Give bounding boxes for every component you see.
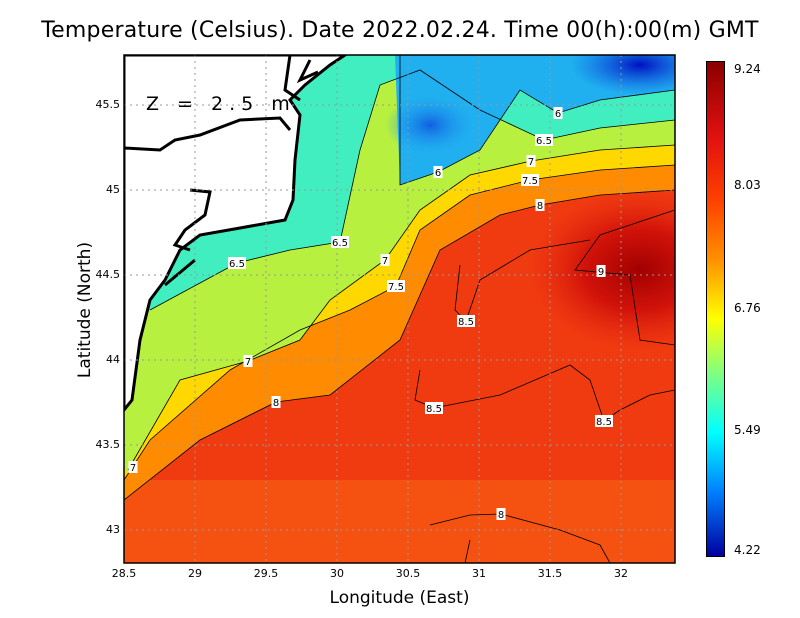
contour-label: 7	[528, 157, 534, 168]
contour-label: 6.5	[332, 238, 348, 249]
contour-label-bg	[243, 355, 253, 367]
x-tick: 31.5	[537, 567, 563, 580]
colorbar	[706, 61, 725, 557]
x-tick: 29.5	[253, 567, 279, 580]
colorbar-tick: 6.76	[734, 301, 761, 315]
contour-label-bg	[595, 415, 613, 427]
depth-label: Z = 2.5 m	[146, 93, 296, 115]
contour-label: 8.5	[596, 417, 612, 428]
contour-label-bg	[457, 315, 475, 327]
contour-label-bg	[526, 155, 536, 167]
contour-label-bg	[535, 134, 553, 146]
contour-label: 7.5	[388, 282, 404, 293]
y-tick: 45	[106, 183, 120, 196]
contour-label: 7	[382, 256, 388, 267]
contour-label: 8	[273, 398, 279, 409]
contour-label-bg	[425, 402, 443, 414]
y-tick: 43	[106, 523, 120, 536]
contour-label-bg	[387, 280, 405, 292]
y-tick: 44.5	[95, 268, 121, 281]
x-tick: 29	[188, 567, 202, 580]
x-tick: 28.5	[111, 567, 137, 580]
contour-label-bg	[553, 107, 563, 119]
contour-label-bg	[496, 508, 506, 520]
contour-label: 7	[130, 463, 136, 474]
y-tick: 43.5	[95, 438, 121, 451]
contour-label-bg	[433, 166, 443, 178]
contour-label-bg	[331, 236, 349, 248]
colorbar-tick: 8.03	[734, 178, 761, 192]
contour-label: 8.5	[458, 317, 474, 328]
contour-label: 7.5	[522, 176, 538, 187]
contour-label: 9	[598, 267, 604, 278]
contour-label: 6.5	[536, 136, 552, 147]
contour-label: 8.5	[426, 404, 442, 415]
colorbar-tick: 5.49	[734, 423, 761, 437]
contour-label: 6.5	[229, 259, 245, 270]
contour-label: 6	[555, 109, 561, 120]
plot-frame	[123, 54, 676, 564]
contour-label: 7	[245, 357, 251, 368]
contour-label-bg	[271, 396, 281, 408]
y-tick: 45.5	[95, 98, 121, 111]
land	[124, 55, 348, 413]
x-tick: 32	[614, 567, 628, 580]
contour-label-bg	[521, 174, 539, 186]
colorbar-tick: 9.24	[734, 62, 761, 76]
figure-title: Temperature (Celsius). Date 2022.02.24. …	[41, 18, 759, 43]
x-tick: 30	[330, 567, 344, 580]
contour-label: 8	[498, 510, 504, 521]
contour-label-bg	[228, 257, 246, 269]
grid-lines	[124, 55, 675, 563]
contour-label-bg	[380, 254, 390, 266]
contour-label-bg	[535, 199, 545, 211]
colorbar-tick: 4.22	[734, 543, 761, 557]
x-tick: 30.5	[395, 567, 421, 580]
y-axis-label: Latitude (North)	[75, 241, 95, 379]
contour-label-bg	[128, 461, 138, 473]
x-axis-label: Longitude (East)	[329, 588, 470, 608]
contour-label: 8	[537, 201, 543, 212]
contour-label-bg	[596, 265, 606, 277]
y-tick: 44	[106, 353, 120, 366]
contour-label: 6	[435, 168, 441, 179]
x-tick: 31	[472, 567, 486, 580]
